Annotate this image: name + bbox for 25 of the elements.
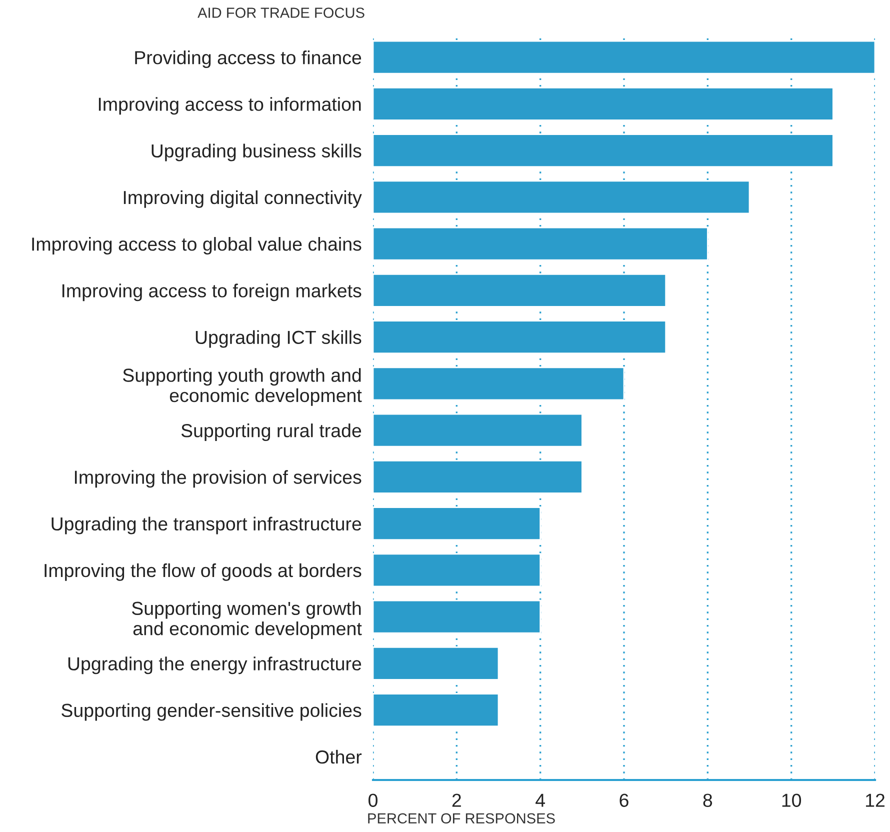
- y-tick-label: Upgrading the energy infrastructure: [68, 656, 362, 674]
- x-tick-label: 4: [536, 794, 545, 807]
- y-tick-label: Other: [316, 750, 362, 764]
- x-tick-label: 2: [452, 794, 461, 807]
- x-tick-label: 12: [866, 794, 884, 807]
- y-tick-label: Upgrading ICT skills: [196, 330, 362, 348]
- y-tick-label: Supporting rural trade: [181, 424, 362, 441]
- y-tick-label: Improving access to global value chains: [32, 237, 362, 254]
- y-tick-label: Upgrading the transport infrastructure: [52, 516, 362, 534]
- x-tick-label: 10: [782, 794, 802, 807]
- y-tick-label: Improving the provision of services: [74, 470, 362, 488]
- x-tick-label: 0: [368, 794, 378, 807]
- x-axis-title: PERCENT OF RESPONSES: [368, 813, 555, 824]
- y-tick-label: Improving the flow of goods at borders: [44, 563, 362, 581]
- y-tick-label: Improving digital connectivity: [124, 190, 362, 208]
- x-tick-label: 8: [703, 794, 712, 807]
- y-tick-label: Supporting women's growth and economic development: [132, 601, 362, 639]
- y-tick-label: Providing access to finance: [135, 50, 362, 68]
- y-tick-label: Upgrading business skills: [152, 144, 362, 162]
- y-axis-title: AID FOR TRADE FOCUS: [198, 8, 364, 18]
- y-tick-label: Supporting youth growth and economic development: [123, 368, 362, 406]
- y-tick-label: Improving access to foreign markets: [62, 284, 362, 302]
- y-tick-label: Supporting gender-sensitive policies: [62, 703, 362, 721]
- y-tick-label: Improving access to information: [98, 97, 361, 115]
- x-tick-label: 6: [620, 794, 628, 807]
